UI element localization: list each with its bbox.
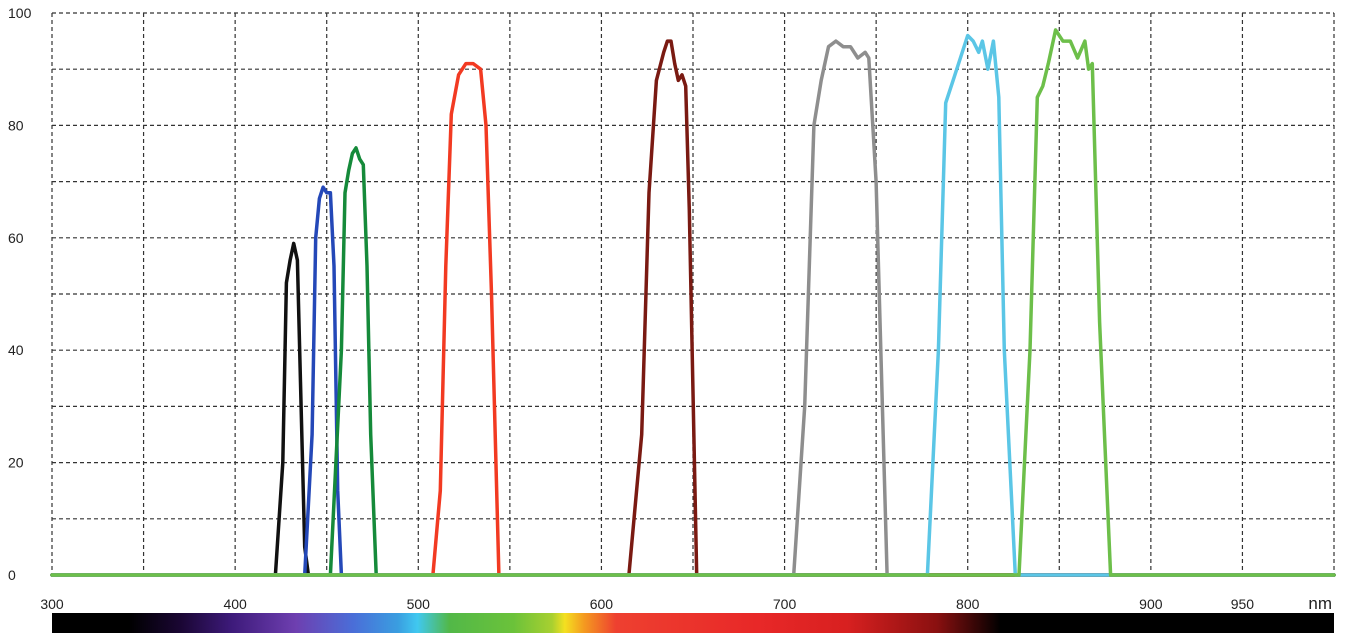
x-tick-label: 900 bbox=[1139, 596, 1163, 612]
series-line-8 bbox=[50, 28, 1336, 577]
x-tick-labels: 300 400 500 600 700 800 900 950 bbox=[40, 596, 1254, 612]
x-tick-label: 950 bbox=[1231, 596, 1255, 612]
series-line-2 bbox=[50, 185, 1336, 577]
y-tick-label: 60 bbox=[8, 230, 24, 246]
spectrum-bar bbox=[52, 613, 1334, 633]
series-line-3 bbox=[50, 146, 1336, 577]
y-tick-labels: 0 20 40 60 80 100 bbox=[8, 5, 32, 583]
x-tick-label: 500 bbox=[407, 596, 431, 612]
x-tick-label: 800 bbox=[956, 596, 980, 612]
y-tick-label: 100 bbox=[8, 5, 32, 21]
y-tick-label: 40 bbox=[8, 342, 24, 358]
series-line-7 bbox=[50, 33, 1336, 577]
x-unit-label: nm bbox=[1308, 594, 1332, 613]
y-tick-label: 80 bbox=[8, 117, 24, 133]
x-tick-label: 400 bbox=[223, 596, 247, 612]
y-tick-label: 20 bbox=[8, 455, 24, 471]
y-tick-label: 0 bbox=[8, 567, 16, 583]
series-line-4 bbox=[50, 61, 1336, 577]
x-tick-label: 700 bbox=[773, 596, 797, 612]
series-line-5 bbox=[50, 39, 1336, 577]
series-group bbox=[50, 28, 1336, 577]
series-line-6 bbox=[50, 39, 1336, 577]
x-tick-label: 300 bbox=[40, 596, 64, 612]
x-tick-label: 600 bbox=[590, 596, 614, 612]
